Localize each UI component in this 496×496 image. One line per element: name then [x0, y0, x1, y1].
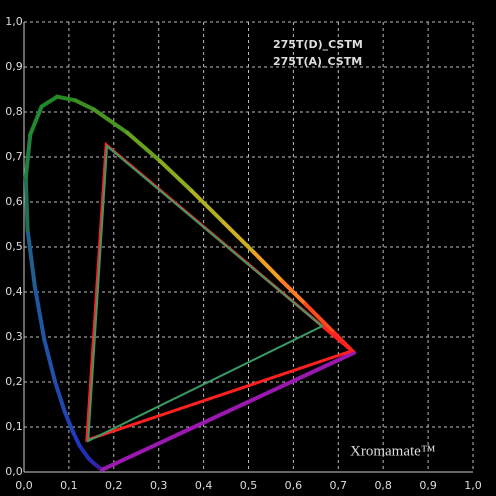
x-tick-label: 1,0 — [464, 479, 482, 492]
y-tick-label: 1,0 — [5, 15, 23, 28]
y-tick-label: 0,8 — [5, 105, 23, 118]
legend-entry: 275T(A)_CSTM — [273, 55, 362, 68]
spectral-locus-segment — [73, 98, 96, 112]
spectral-locus-segment — [32, 284, 47, 342]
x-tick-label: 0,2 — [105, 479, 123, 492]
spectral-locus-segment — [91, 107, 130, 135]
x-tick-label: 0,9 — [419, 479, 437, 492]
spectral-locus-segment — [39, 94, 60, 109]
y-tick-label: 0,9 — [5, 60, 23, 73]
spectral-locus-segment — [23, 175, 30, 232]
legend-entry: 275T(D)_CSTM — [273, 38, 363, 51]
spectral-locus-segment — [157, 158, 194, 193]
y-tick-label: 0,3 — [5, 330, 23, 343]
x-tick-label: 0,7 — [330, 479, 348, 492]
x-tick-label: 0,1 — [60, 479, 78, 492]
spectral-locus-segment — [252, 250, 285, 284]
x-tick-label: 0,4 — [195, 479, 213, 492]
spectral-locus-segment — [77, 443, 91, 461]
y-tick-label: 0,0 — [5, 465, 23, 478]
watermark: Xromamate™ — [350, 443, 436, 459]
spectral-locus-segment — [71, 430, 82, 448]
y-tick-label: 0,1 — [5, 420, 23, 433]
spectral-locus-segment — [303, 302, 337, 336]
y-tick-label: 0,2 — [5, 375, 23, 388]
y-tick-label: 0,6 — [5, 195, 23, 208]
spectral-locus-segment — [62, 410, 76, 435]
x-tick-label: 0,6 — [285, 479, 303, 492]
x-tick-label: 0,5 — [240, 479, 258, 492]
y-tick-label: 0,5 — [5, 240, 23, 253]
spectral-locus-segment — [23, 132, 33, 180]
spectral-locus-segment — [28, 104, 44, 137]
spectral-locus-segment — [100, 350, 357, 472]
spectral-locus-segment — [25, 227, 37, 289]
x-tick-label: 0,8 — [374, 479, 392, 492]
x-tick-label: 0,3 — [150, 479, 168, 492]
y-tick-label: 0,4 — [5, 285, 23, 298]
spectral-locus-segment — [55, 94, 78, 103]
gamut-triangle — [87, 144, 324, 443]
spectral-locus-segment — [189, 188, 226, 225]
spectral-locus-segment — [52, 379, 67, 415]
spectral-locus-segment — [42, 337, 57, 384]
spectral-locus-segment — [221, 220, 257, 255]
spectral-locus-segment — [280, 279, 308, 307]
y-tick-label: 0,7 — [5, 150, 23, 163]
spectral-locus-segment — [125, 130, 162, 163]
x-tick-label: 0,0 — [15, 479, 33, 492]
